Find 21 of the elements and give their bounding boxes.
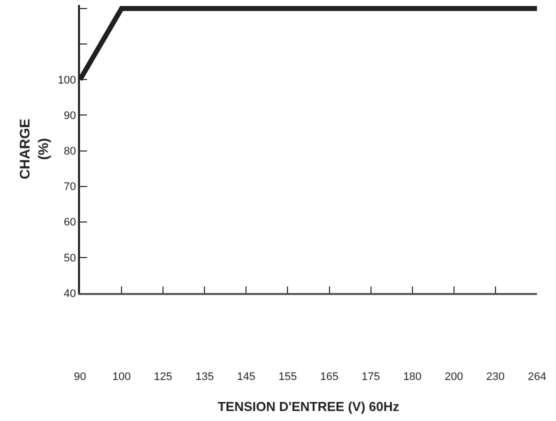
y-axis-title: CHARGE (%) <box>16 118 51 180</box>
x-tick-label: 200 <box>444 370 464 383</box>
x-tick-label: 100 <box>112 370 131 383</box>
x-tick-label: 90 <box>74 370 86 383</box>
y-tick-label: 60 <box>64 216 76 229</box>
y-tick-label: 40 <box>64 288 76 300</box>
x-tick-label: 180 <box>403 370 422 383</box>
x-tick-label: 125 <box>154 370 172 383</box>
y-tick-label: 90 <box>64 110 76 122</box>
x-tick-label: 155 <box>278 370 297 383</box>
x-tick-label: 264 <box>528 370 546 383</box>
y-tick-label: 50 <box>64 252 76 264</box>
y-tick-label: 100 <box>58 74 76 87</box>
x-tick-label: 230 <box>486 370 505 383</box>
x-tick-label: 165 <box>320 370 338 383</box>
y-tick-label: 70 <box>64 181 76 194</box>
y-tick-label: 80 <box>64 146 76 158</box>
x-axis-title: TENSION D'ENTREE (V) 60Hz <box>218 399 400 414</box>
x-tick-label: 145 <box>237 370 256 383</box>
x-tick-label: 175 <box>362 370 380 383</box>
x-tick-label: 135 <box>195 370 214 383</box>
